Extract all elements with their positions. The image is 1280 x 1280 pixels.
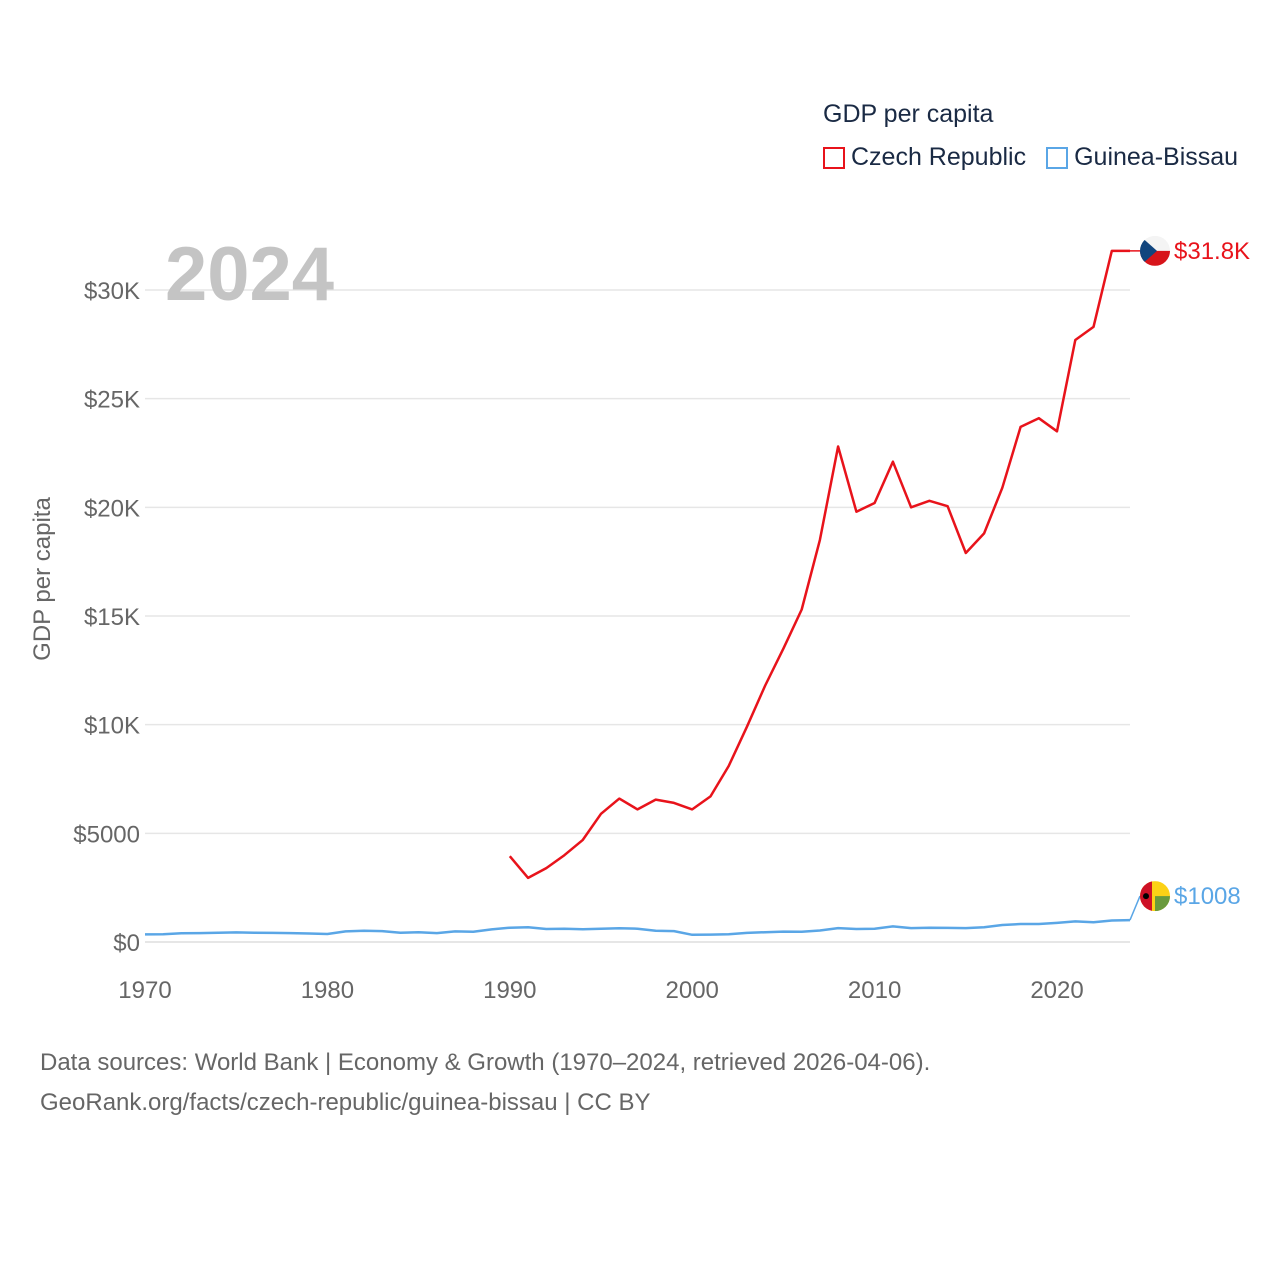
footer: Data sources: World Bank | Economy & Gro…	[40, 1043, 930, 1123]
end-label-guinea-bissau: $1008	[1174, 883, 1241, 910]
end-connector	[1129, 895, 1141, 921]
x-tick-label: 2020	[1030, 977, 1083, 1004]
x-tick-label: 2000	[666, 977, 719, 1004]
y-tick-label: $20K	[84, 495, 140, 522]
y-tick-label: $15K	[84, 604, 140, 631]
footer-link[interactable]: GeoRank.org/facts/czech-republic/guinea-…	[40, 1089, 651, 1116]
gridlines	[145, 289, 1130, 943]
y-axis-label: GDP per capita	[29, 497, 56, 661]
legend-item-czech-republic[interactable]: Czech Republic	[823, 143, 1026, 172]
series-lines	[144, 249, 1141, 937]
guinea-bissau-flag-icon	[1140, 881, 1170, 912]
y-axis-ticks: $0 $5000 $10K $15K $20K $25K $30K	[73, 278, 140, 957]
legend: Czech Republic Guinea-Bissau	[823, 143, 1238, 172]
legend-swatch-guinea-bissau	[1046, 146, 1069, 169]
series-line-czech-republic	[508, 249, 1130, 880]
y-tick-label: $30K	[84, 278, 140, 305]
y-tick-label: $25K	[84, 387, 140, 414]
legend-label-czech-republic: Czech Republic	[851, 143, 1027, 171]
y-tick-label: $10K	[84, 713, 140, 740]
year-label: 2024	[165, 232, 334, 317]
x-tick-label: 1990	[483, 977, 536, 1004]
legend-item-guinea-bissau[interactable]: Guinea-Bissau	[1046, 143, 1238, 172]
legend-swatch-czech-republic	[823, 146, 845, 169]
x-tick-label: 1980	[301, 977, 354, 1004]
legend-label-guinea-bissau: Guinea-Bissau	[1074, 143, 1239, 171]
czech-flag-icon	[1140, 235, 1170, 266]
y-tick-label: $5000	[73, 821, 140, 848]
footer-source: Data sources: World Bank | Economy & Gro…	[40, 1049, 931, 1076]
y-tick-label: $0	[113, 930, 140, 957]
end-labels: $31.8K $1008	[1174, 238, 1250, 910]
end-markers	[1140, 235, 1170, 912]
series-line-guinea-bissau	[144, 918, 1131, 937]
end-label-czech-republic: $31.8K	[1174, 238, 1250, 265]
x-tick-label: 2010	[848, 977, 901, 1004]
x-tick-label: 1970	[118, 977, 171, 1004]
x-axis-ticks: 1970 1980 1990 2000 2010 2020	[118, 977, 1083, 1004]
legend-title: GDP per capita	[823, 100, 994, 128]
